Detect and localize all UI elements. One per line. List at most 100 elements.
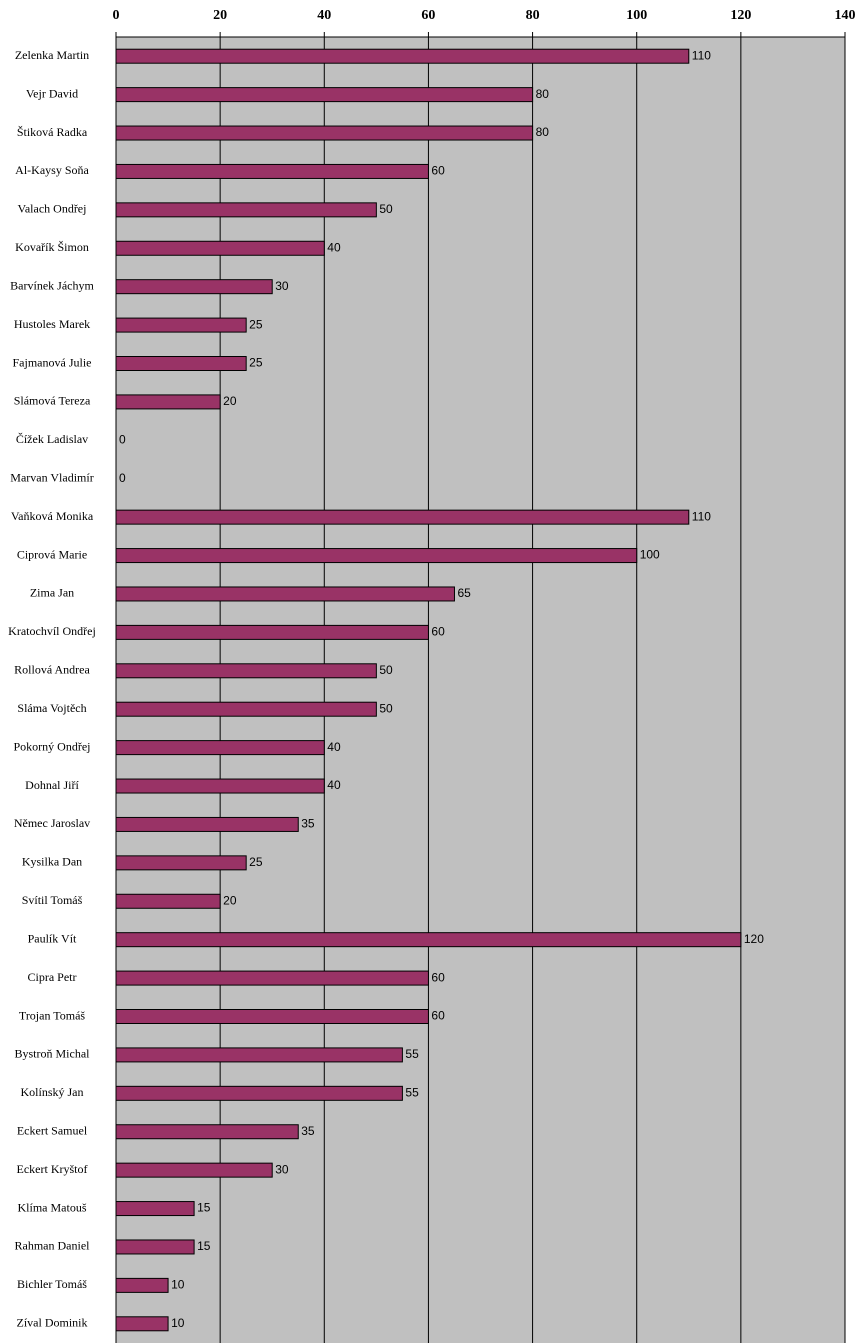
y-tick-label: Čížek Ladislav (16, 432, 88, 446)
data-label: 60 (431, 164, 445, 178)
bar (115, 970, 429, 986)
data-label: 0 (119, 432, 126, 446)
data-label: 55 (405, 1047, 419, 1061)
data-label: 20 (223, 394, 237, 408)
data-label: 20 (223, 893, 237, 907)
y-tick-label: Fajmanová Julie (13, 355, 92, 369)
bar (115, 740, 325, 756)
y-tick-label: Pokorný Ondřej (14, 739, 91, 753)
data-label: 50 (379, 701, 393, 715)
data-label: 40 (327, 778, 341, 792)
y-tick-label: Marvan Vladimír (10, 470, 93, 484)
data-label: 60 (431, 1009, 445, 1023)
y-tick-label: Sláma Vojtěch (17, 701, 86, 715)
x-tick-label: 20 (213, 8, 227, 23)
data-label: 50 (379, 202, 393, 216)
y-tick-label: Valach Ondřej (18, 202, 87, 216)
bar (115, 893, 221, 909)
plot-area (116, 37, 845, 1343)
y-tick-label: Svítil Tomáš (22, 893, 83, 907)
bar (115, 1201, 195, 1217)
data-label: 15 (197, 1201, 211, 1215)
bar (115, 778, 325, 794)
bar (115, 855, 247, 871)
y-tick-label: Zima Jan (30, 586, 74, 600)
data-label: 60 (431, 625, 445, 639)
x-tick-label: 140 (835, 8, 856, 23)
bar (115, 663, 377, 679)
y-tick-label: Kovařík Šimon (15, 240, 89, 254)
bar (115, 701, 377, 717)
y-tick-label: Zelenka Martin (15, 48, 89, 62)
data-label: 110 (692, 48, 711, 62)
bar (115, 1009, 429, 1024)
bar (115, 548, 638, 564)
y-tick-label: Hustoles Marek (14, 317, 90, 331)
y-tick-label: Vaňková Monika (11, 509, 94, 523)
y-tick-label: Bystroň Michal (15, 1047, 91, 1061)
y-tick-label: Kolínský Jan (21, 1085, 84, 1099)
x-tick-label: 100 (626, 8, 647, 23)
y-tick-label: Klíma Matouš (18, 1200, 87, 1214)
data-label: 120 (744, 932, 764, 946)
bar (115, 356, 247, 371)
x-tick-label: 120 (730, 8, 751, 23)
y-tick-label: Vejr David (26, 86, 78, 100)
bar (115, 240, 325, 256)
data-label: 30 (275, 1162, 289, 1176)
y-tick-label: Kysilka Dan (22, 855, 82, 869)
bar (115, 1124, 299, 1140)
data-label: 15 (197, 1239, 211, 1253)
y-tick-label: Ciprová Marie (17, 547, 87, 561)
data-label: 35 (301, 1124, 315, 1138)
data-label: 40 (327, 240, 341, 254)
bar (115, 624, 429, 640)
y-tick-label: Paulík Vít (28, 931, 77, 945)
y-tick-label: Dohnal Jiří (25, 778, 79, 792)
y-tick-label: Bichler Tomáš (17, 1277, 87, 1291)
data-label: 10 (171, 1316, 185, 1330)
y-tick-label: Štiková Radka (17, 125, 88, 139)
bar (115, 1316, 169, 1332)
data-label: 35 (301, 817, 315, 831)
data-label: 80 (536, 125, 550, 139)
x-tick-label: 40 (317, 8, 331, 23)
bar (115, 1277, 169, 1293)
data-label: 25 (249, 855, 263, 869)
bar (115, 816, 299, 832)
bar (115, 1239, 195, 1255)
data-label: 25 (249, 317, 263, 331)
y-tick-label: Eckert Samuel (17, 1123, 88, 1137)
x-tick-label: 80 (526, 8, 540, 23)
y-tick-label: Cipra Petr (28, 970, 77, 984)
bar (115, 202, 377, 218)
data-label: 60 (431, 970, 445, 984)
bar (115, 1047, 403, 1063)
y-tick-label: Trojan Tomáš (19, 1008, 86, 1022)
data-label: 65 (457, 586, 471, 600)
bar (115, 586, 455, 602)
bar (115, 1162, 273, 1178)
y-tick-label: Němec Jaroslav (14, 816, 90, 830)
data-label: 80 (536, 87, 550, 101)
bar (115, 163, 429, 179)
bar (115, 1085, 403, 1101)
y-tick-label: Slámová Tereza (14, 394, 91, 408)
y-tick-label: Eckert Kryštof (17, 1162, 88, 1176)
data-label: 30 (275, 279, 289, 293)
y-tick-label: Kratochvíl Ondřej (8, 624, 96, 638)
bar (115, 509, 690, 525)
y-tick-label: Al-Kaysy Soňa (15, 163, 89, 177)
y-tick-label: Barvínek Jáchym (10, 278, 94, 292)
x-tick-label: 0 (113, 8, 120, 23)
data-label: 100 (640, 548, 660, 562)
bar (115, 279, 273, 295)
data-label: 10 (171, 1278, 185, 1292)
data-label: 50 (379, 663, 393, 677)
bar (115, 932, 742, 948)
bar (115, 125, 534, 141)
data-label: 110 (692, 509, 711, 523)
y-tick-label: Rollová Andrea (14, 663, 90, 677)
y-tick-label: Rahman Daniel (15, 1239, 91, 1253)
